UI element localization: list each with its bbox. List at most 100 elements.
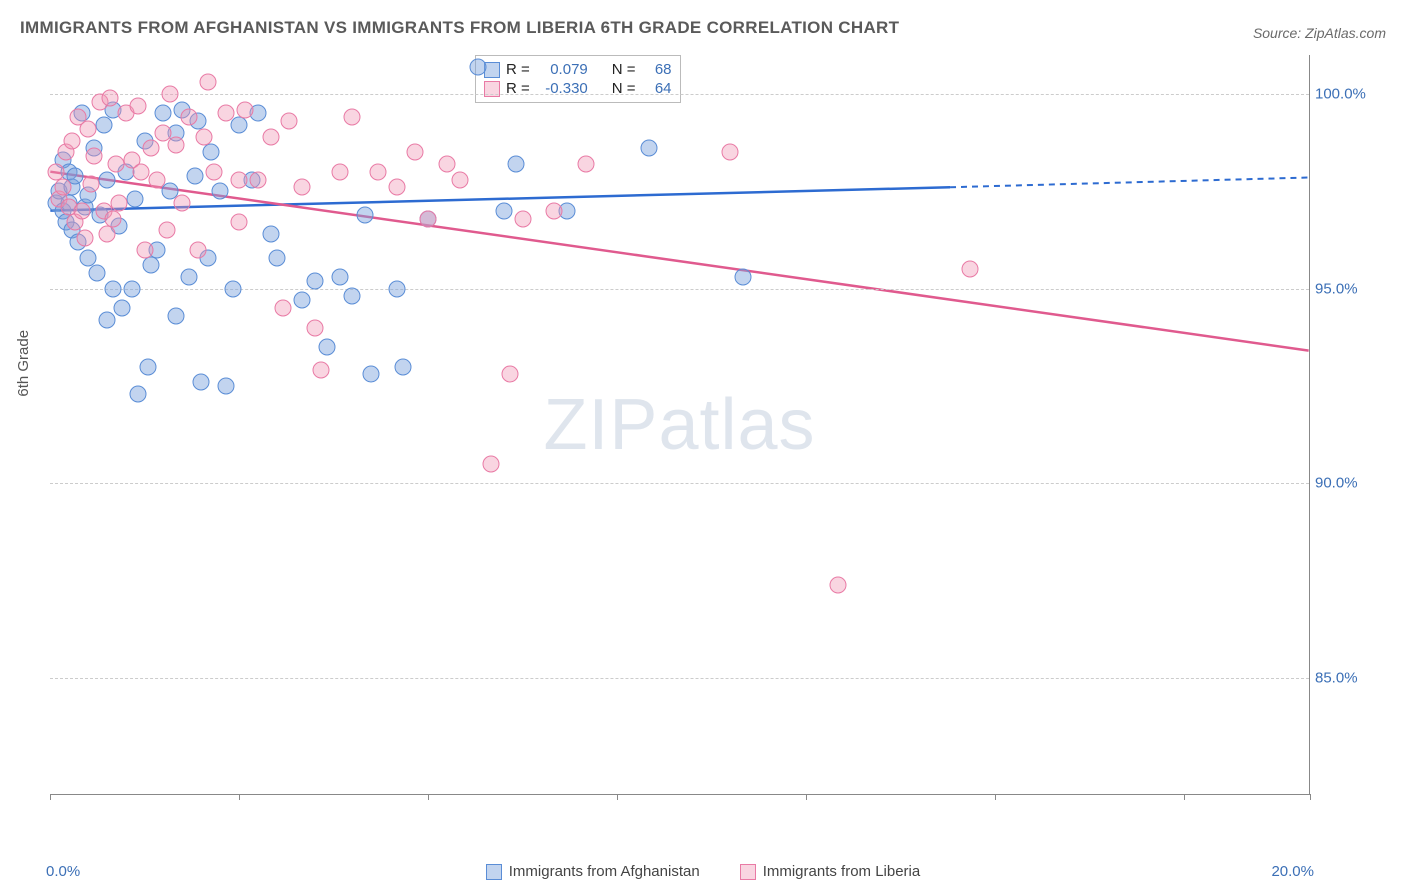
y-tick-label: 85.0% (1315, 670, 1385, 687)
x-tick (239, 794, 240, 800)
data-point (180, 109, 197, 126)
data-point (470, 58, 487, 75)
y-tick-label: 95.0% (1315, 280, 1385, 297)
data-point (438, 156, 455, 173)
data-point (76, 230, 93, 247)
data-point (186, 167, 203, 184)
chart-title: IMMIGRANTS FROM AFGHANISTAN VS IMMIGRANT… (20, 18, 899, 38)
data-point (268, 249, 285, 266)
data-point (174, 195, 191, 212)
legend-r-label: R = (506, 61, 530, 78)
x-tick (50, 794, 51, 800)
data-point (722, 144, 739, 161)
data-point (451, 171, 468, 188)
data-point (105, 280, 122, 297)
data-point (483, 455, 500, 472)
data-point (86, 148, 103, 165)
data-point (546, 202, 563, 219)
data-point (111, 195, 128, 212)
data-point (101, 89, 118, 106)
data-point (394, 358, 411, 375)
data-point (231, 117, 248, 134)
data-point (231, 214, 248, 231)
legend-n-label: N = (612, 61, 636, 78)
data-point (420, 210, 437, 227)
x-tick (1184, 794, 1185, 800)
data-point (130, 97, 147, 114)
data-point (281, 113, 298, 130)
y-tick-label: 90.0% (1315, 475, 1385, 492)
data-point (961, 261, 978, 278)
bottom-legend-item: Immigrants from Afghanistan (486, 863, 700, 880)
data-point (224, 280, 241, 297)
data-point (123, 280, 140, 297)
data-point (319, 339, 336, 356)
data-point (237, 101, 254, 118)
x-tick-label: 0.0% (46, 863, 80, 880)
data-point (407, 144, 424, 161)
data-point (388, 280, 405, 297)
data-point (130, 385, 147, 402)
data-point (98, 171, 115, 188)
data-point (98, 311, 115, 328)
data-point (136, 241, 153, 258)
data-point (294, 179, 311, 196)
data-point (199, 74, 216, 91)
x-tick (806, 794, 807, 800)
data-point (249, 171, 266, 188)
data-point (190, 241, 207, 258)
gridline-h (50, 483, 1309, 484)
x-tick-label: 20.0% (1271, 863, 1314, 880)
gridline-h (50, 94, 1309, 95)
data-point (193, 374, 210, 391)
y-axis-label: 6th Grade (15, 330, 32, 397)
data-point (212, 183, 229, 200)
data-point (829, 576, 846, 593)
data-point (105, 210, 122, 227)
legend-n-value: 68 (642, 61, 672, 78)
bottom-legend-label: Immigrants from Afghanistan (509, 863, 700, 880)
data-point (142, 257, 159, 274)
x-tick (428, 794, 429, 800)
data-point (95, 117, 112, 134)
data-point (577, 156, 594, 173)
data-point (161, 85, 178, 102)
legend-row: R = 0.079 N = 68 (484, 60, 672, 79)
data-point (294, 292, 311, 309)
data-point (331, 163, 348, 180)
data-point (331, 269, 348, 286)
data-point (114, 300, 131, 317)
data-point (168, 136, 185, 153)
data-point (155, 105, 172, 122)
data-point (98, 226, 115, 243)
data-point (514, 210, 531, 227)
data-point (388, 179, 405, 196)
legend-r-value: 0.079 (536, 61, 588, 78)
data-point (205, 163, 222, 180)
gridline-h (50, 678, 1309, 679)
data-point (133, 163, 150, 180)
data-point (262, 226, 279, 243)
data-point (79, 121, 96, 138)
y-tick-label: 100.0% (1315, 85, 1385, 102)
x-tick (1310, 794, 1311, 800)
data-point (501, 366, 518, 383)
data-point (108, 156, 125, 173)
data-point (357, 206, 374, 223)
data-point (196, 128, 213, 145)
plot-area: ZIPatlas R =0.079N =68R =-0.330N =64 85.… (50, 55, 1310, 795)
data-point (306, 319, 323, 336)
data-point (306, 272, 323, 289)
data-point (344, 109, 361, 126)
bottom-legend-item: Immigrants from Liberia (740, 863, 921, 880)
data-point (168, 307, 185, 324)
legend-swatch (486, 864, 502, 880)
data-point (735, 269, 752, 286)
data-point (139, 358, 156, 375)
data-point (64, 132, 81, 149)
correlation-legend: R =0.079N =68R =-0.330N =64 (475, 55, 681, 103)
data-point (89, 265, 106, 282)
bottom-legend-label: Immigrants from Liberia (763, 863, 921, 880)
data-point (218, 378, 235, 395)
data-point (202, 144, 219, 161)
